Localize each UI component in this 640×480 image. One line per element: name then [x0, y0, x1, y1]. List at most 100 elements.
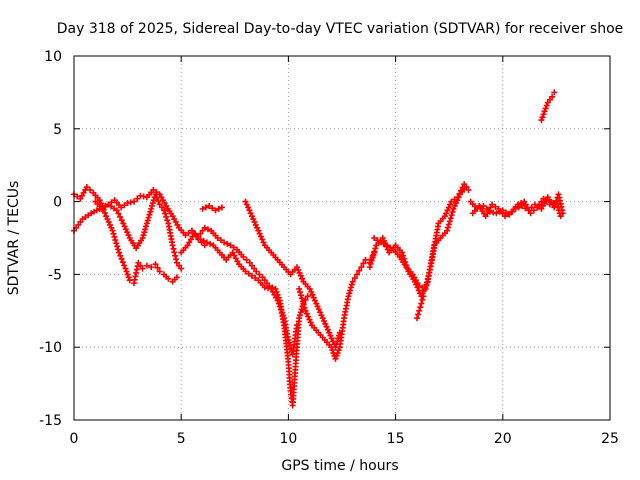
data-point — [141, 229, 148, 236]
data-series — [538, 89, 558, 124]
data-point — [117, 252, 124, 259]
data-point — [83, 184, 90, 191]
data-point — [248, 213, 255, 220]
data-series — [199, 202, 225, 214]
data-point — [209, 205, 216, 212]
data-point — [445, 221, 452, 228]
data-point — [98, 205, 105, 212]
data-point — [555, 204, 562, 211]
data-point — [444, 227, 451, 234]
data-point — [351, 275, 358, 282]
data-point — [299, 275, 306, 282]
data-point — [297, 309, 304, 316]
data-point — [555, 207, 562, 214]
data-point — [108, 224, 115, 231]
data-point — [87, 186, 94, 193]
data-point — [356, 267, 363, 274]
y-tick-label: -10 — [39, 340, 62, 356]
data-point — [105, 218, 112, 225]
data-point — [121, 262, 128, 269]
data-point — [295, 267, 302, 274]
data-point — [125, 274, 132, 281]
data-point — [420, 293, 427, 300]
data-point — [103, 213, 110, 220]
data-point — [105, 201, 112, 208]
data-point — [360, 260, 367, 267]
data-point — [101, 209, 108, 216]
y-tick-label: -5 — [48, 267, 62, 283]
data-point — [251, 218, 258, 225]
data-point — [143, 262, 150, 269]
data-point — [540, 195, 547, 202]
data-point — [123, 268, 130, 275]
data-point — [297, 272, 304, 279]
data-point — [102, 203, 109, 210]
data-point — [148, 264, 155, 271]
data-point — [417, 304, 424, 311]
x-tick-label: 25 — [601, 431, 619, 447]
data-point — [217, 237, 224, 244]
data-point — [456, 190, 463, 197]
data-point — [144, 217, 151, 224]
data-point — [443, 210, 450, 217]
data-point — [387, 244, 394, 251]
data-point — [109, 227, 116, 234]
data-point — [257, 233, 264, 240]
data-point — [415, 311, 422, 318]
data-point — [414, 315, 421, 322]
data-series — [371, 181, 472, 292]
y-tick-label: 5 — [53, 122, 62, 138]
data-series — [92, 186, 208, 249]
data-point — [308, 288, 315, 295]
data-point — [108, 199, 115, 206]
data-point — [121, 223, 128, 230]
data-point — [319, 315, 326, 322]
data-point — [172, 252, 179, 259]
data-point — [124, 229, 131, 236]
data-point — [131, 198, 138, 205]
data-point — [115, 210, 122, 217]
data-point — [543, 198, 550, 205]
data-point — [346, 290, 353, 297]
data-point — [323, 323, 330, 330]
data-point — [192, 230, 199, 237]
data-point — [299, 298, 306, 305]
data-point — [119, 259, 126, 266]
data-point — [384, 242, 391, 249]
data-point — [348, 284, 355, 291]
data-point — [247, 210, 254, 217]
data-point — [110, 230, 117, 237]
data-point — [549, 93, 556, 100]
data-point — [173, 274, 180, 281]
data-point — [163, 213, 170, 220]
data-point — [248, 272, 255, 279]
data-point — [349, 278, 356, 285]
data-point — [416, 283, 423, 290]
data-point — [218, 204, 225, 211]
data-point — [297, 292, 304, 299]
data-point — [107, 221, 114, 228]
data-point — [253, 268, 260, 275]
data-point — [369, 254, 376, 261]
data-point — [200, 237, 207, 244]
data-point — [540, 111, 547, 118]
data-point — [254, 224, 261, 231]
data-point — [514, 201, 521, 208]
data-point — [146, 211, 153, 218]
data-point — [156, 268, 163, 275]
data-point — [296, 315, 303, 322]
data-point — [188, 227, 195, 234]
data-point — [273, 288, 280, 295]
data-point — [530, 207, 537, 214]
y-tick-label: 10 — [44, 49, 62, 65]
data-point — [324, 326, 331, 333]
data-point — [317, 309, 324, 316]
data-point — [400, 252, 407, 259]
data-point — [252, 275, 259, 282]
data-point — [143, 220, 150, 227]
data-point — [328, 335, 335, 342]
data-point — [371, 235, 378, 241]
data-series — [71, 184, 180, 287]
data-point — [203, 239, 210, 246]
data-point — [296, 269, 303, 276]
